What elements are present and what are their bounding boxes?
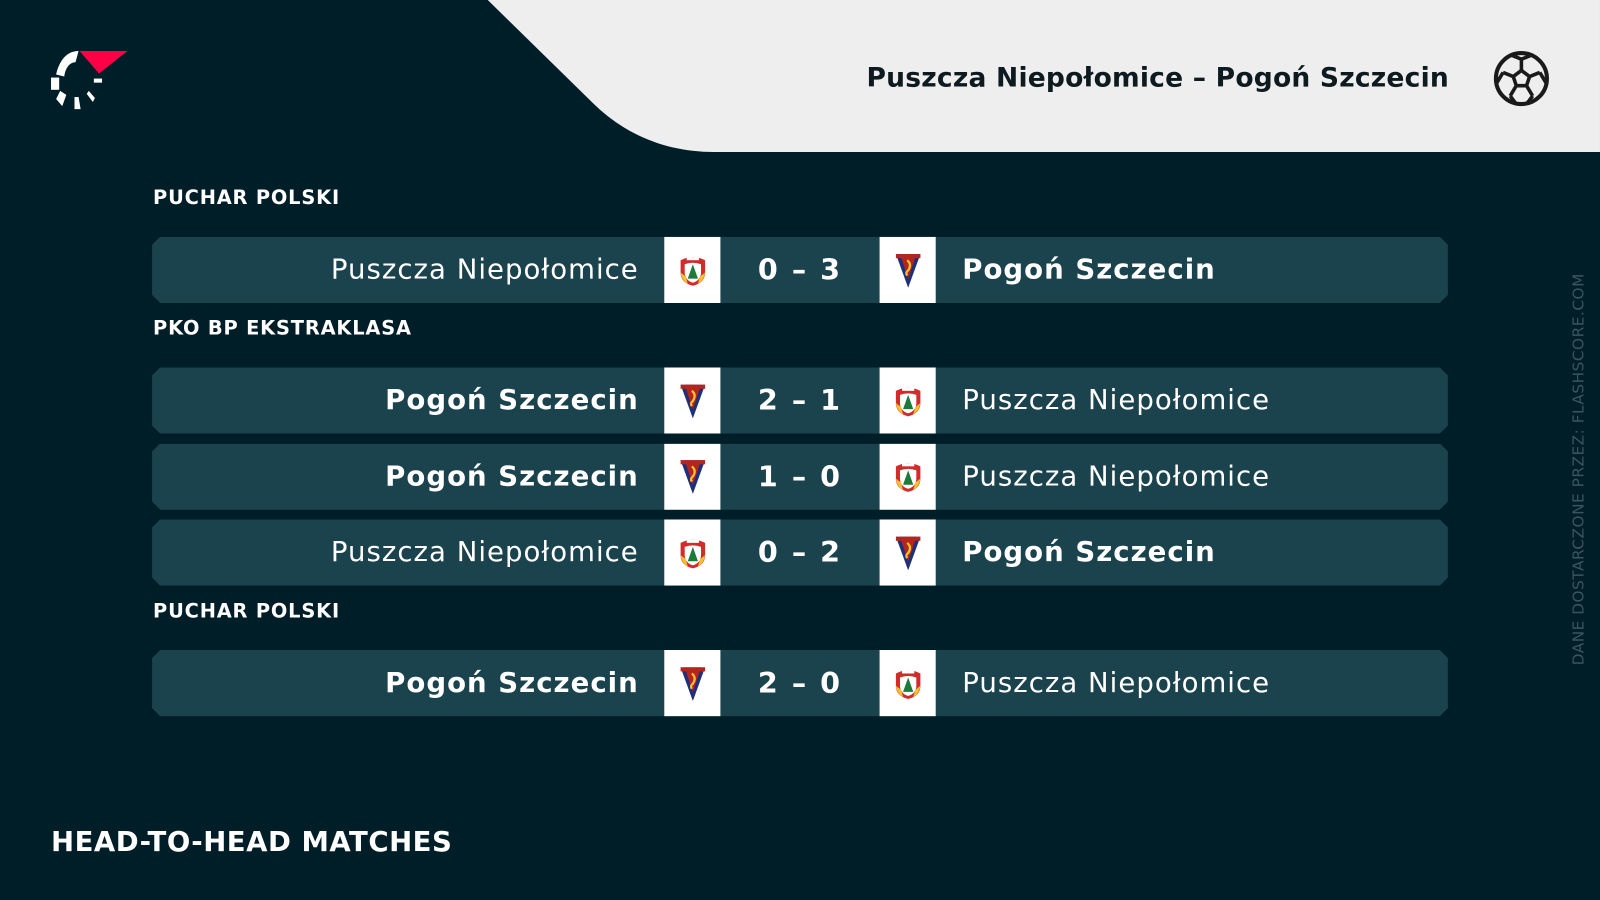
match-score: 0 – 2 <box>757 535 843 570</box>
match-score: 2 – 0 <box>757 666 843 700</box>
home-team-crest <box>664 443 720 509</box>
match-score: 1 – 0 <box>757 459 843 494</box>
match-score: 2 – 1 <box>757 383 843 418</box>
away-team-crest <box>880 443 936 509</box>
away-team-crest <box>880 237 936 303</box>
home-team-crest <box>664 237 720 303</box>
match-row[interactable]: Pogoń Szczecin 2 – 1 Puszcza Niepołomice <box>152 367 1448 433</box>
match-row[interactable]: Pogoń Szczecin 1 – 0 Puszcza Niepołomice <box>152 443 1448 509</box>
competition-label: PUCHAR POLSKI <box>153 599 341 623</box>
home-team-crest <box>664 650 720 716</box>
match-score: 0 – 3 <box>757 253 843 287</box>
home-team-crest <box>664 519 720 585</box>
match-row[interactable]: Pogoń Szczecin 2 – 0 Puszcza Niepołomice <box>152 650 1448 716</box>
home-team: Puszcza Niepołomice <box>330 254 639 286</box>
footer-title: HEAD-TO-HEAD MATCHES <box>51 826 453 859</box>
flashscore-logo <box>51 51 128 110</box>
away-team: Puszcza Niepołomice <box>962 667 1271 699</box>
away-team: Pogoń Szczecin <box>962 254 1216 286</box>
home-team: Puszcza Niepołomice <box>330 536 639 569</box>
away-team: Puszcza Niepołomice <box>962 384 1271 417</box>
match-row[interactable]: Puszcza Niepołomice 0 – 3 Pogoń Szczecin <box>152 237 1448 303</box>
away-team-crest <box>880 650 936 716</box>
home-team: Pogoń Szczecin <box>385 460 639 493</box>
header-background <box>487 0 1600 153</box>
away-team-crest <box>880 367 936 433</box>
soccer-ball-icon <box>1493 51 1549 107</box>
away-team-crest <box>880 519 936 585</box>
match-row[interactable]: Puszcza Niepołomice 0 – 2 Pogoń Szczecin <box>152 519 1448 585</box>
away-team: Puszcza Niepołomice <box>962 460 1271 493</box>
competition-label: PKO BP EKSTRAKLASA <box>153 317 412 340</box>
home-team-crest <box>664 367 720 433</box>
home-team: Pogoń Szczecin <box>385 667 639 699</box>
away-team: Pogoń Szczecin <box>962 536 1216 569</box>
home-team: Pogoń Szczecin <box>385 384 639 417</box>
competition-label: PUCHAR POLSKI <box>153 186 341 210</box>
data-credit: DANE DOSTARCZONE PRZEZ: FLASHSCORE.COM <box>1569 273 1588 666</box>
match-title: Puszcza Niepołomice – Pogoń Szczecin <box>866 63 1449 94</box>
